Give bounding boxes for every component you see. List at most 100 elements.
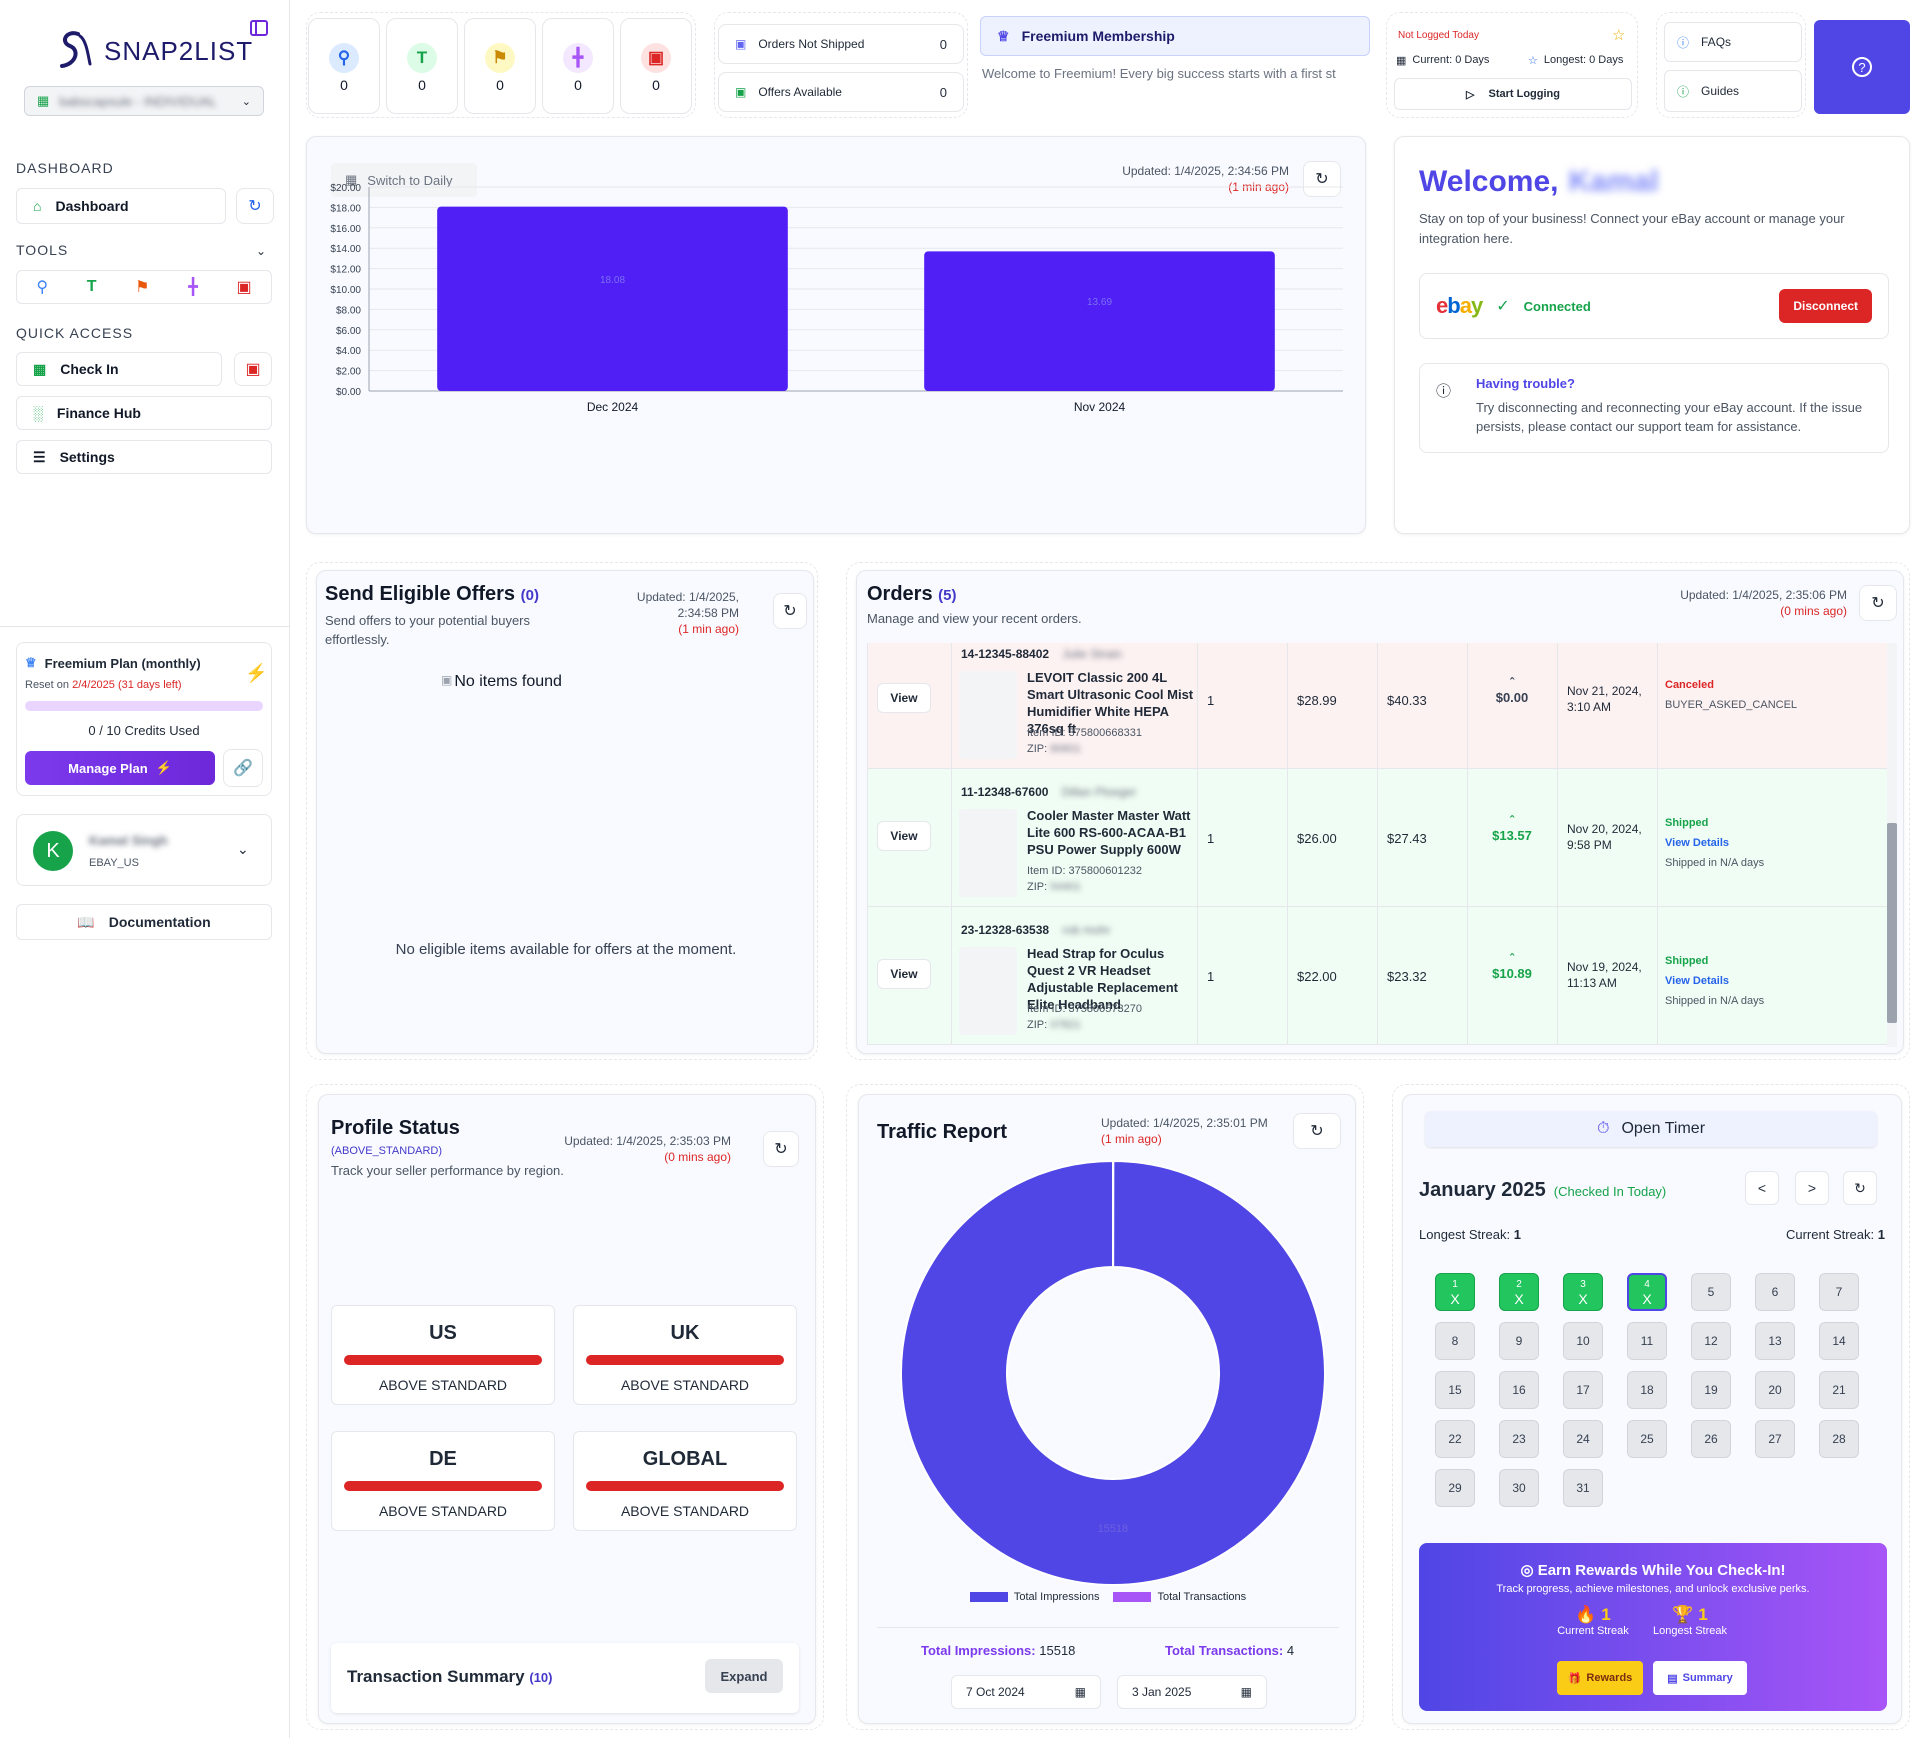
- calendar-day[interactable]: 20: [1755, 1371, 1795, 1409]
- store-selector[interactable]: ▦ babscapsule - INDIVIDUAL ⌄: [24, 86, 264, 116]
- calendar-day[interactable]: 10: [1563, 1322, 1603, 1360]
- expand-button[interactable]: Expand: [705, 1659, 783, 1693]
- calendar-day[interactable]: 22: [1435, 1420, 1475, 1458]
- view-details-link[interactable]: View Details: [1665, 975, 1729, 987]
- add-file-tool-icon[interactable]: ╋: [188, 279, 198, 296]
- calendar-day[interactable]: 15: [1435, 1371, 1475, 1409]
- calendar-day[interactable]: 28: [1819, 1420, 1859, 1458]
- order-profit[interactable]: ˆ $13.57: [1467, 813, 1557, 843]
- manage-plan-button[interactable]: Manage Plan ⚡: [25, 751, 215, 785]
- offers-available[interactable]: ▣ Offers Available 0: [718, 72, 964, 112]
- package-tool-icon[interactable]: ▣: [236, 279, 252, 296]
- order-profit[interactable]: ˆ $0.00: [1467, 675, 1557, 705]
- gift-button[interactable]: ▣: [234, 352, 272, 386]
- calendar-day[interactable]: 18: [1627, 1371, 1667, 1409]
- help-button[interactable]: ?: [1814, 20, 1910, 114]
- calendar-day[interactable]: 16: [1499, 1371, 1539, 1409]
- region-name: DE: [429, 1448, 457, 1470]
- rewards-button[interactable]: 🎁 Rewards: [1557, 1661, 1643, 1695]
- order-status: Canceled: [1665, 679, 1714, 691]
- stat-search[interactable]: ⚲ 0: [308, 18, 380, 114]
- view-order-button[interactable]: View: [877, 821, 931, 851]
- open-timer-button[interactable]: ⏱ Open Timer: [1425, 1111, 1877, 1147]
- buyer-name: Julie Strain: [1062, 647, 1122, 661]
- nav-settings[interactable]: ☰ Settings: [16, 440, 272, 474]
- refresh-dashboard-button[interactable]: ↻: [236, 188, 274, 224]
- nav-dashboard[interactable]: ⌂ Dashboard: [16, 188, 226, 224]
- legend-transactions[interactable]: Total Transactions: [1113, 1591, 1246, 1603]
- nav-finance-hub[interactable]: ░ Finance Hub: [16, 396, 272, 430]
- nav-check-in[interactable]: ▦ Check In: [16, 352, 222, 386]
- start-logging-button[interactable]: ▷ Start Logging: [1394, 78, 1632, 110]
- order-profit[interactable]: ˆ $10.89: [1467, 951, 1557, 981]
- next-month-button[interactable]: >: [1795, 1171, 1829, 1205]
- user-card[interactable]: K Kamal Singh EBAY_US ⌄: [16, 814, 272, 886]
- legend-impressions[interactable]: Total Impressions: [969, 1591, 1099, 1603]
- refresh-sales-button[interactable]: ↻: [1303, 161, 1341, 197]
- orders-scrollbar[interactable]: [1887, 643, 1897, 1047]
- view-order-button[interactable]: View: [877, 959, 931, 989]
- calendar-day[interactable]: 27: [1755, 1420, 1795, 1458]
- calendar-day[interactable]: 29: [1435, 1469, 1475, 1507]
- calendar-day[interactable]: 6: [1755, 1273, 1795, 1311]
- calendar-day[interactable]: 23: [1499, 1420, 1539, 1458]
- calendar-day[interactable]: 13: [1755, 1322, 1795, 1360]
- stat-file[interactable]: ╋ 0: [542, 18, 614, 114]
- title-tool-icon[interactable]: T: [86, 278, 97, 295]
- checked-mark: X: [1514, 1291, 1524, 1307]
- calendar-day[interactable]: 7: [1819, 1273, 1859, 1311]
- guides-link[interactable]: ⓘ Guides: [1664, 70, 1802, 112]
- switch-daily-button[interactable]: ▦ Switch to Daily: [331, 163, 477, 197]
- calendar-day[interactable]: 5: [1691, 1273, 1731, 1311]
- calendar-day[interactable]: 17: [1563, 1371, 1603, 1409]
- documentation-button[interactable]: 📖 Documentation: [16, 904, 272, 940]
- product-title[interactable]: Cooler Master Master Watt Lite 600 RS-60…: [1027, 808, 1191, 857]
- calendar-day[interactable]: 9: [1499, 1322, 1539, 1360]
- product-title[interactable]: LEVOIT Classic 200 4L Smart Ultrasonic C…: [1027, 670, 1194, 736]
- region-status: ABOVE STANDARD: [620, 1377, 750, 1393]
- checked-mark: X: [1642, 1291, 1652, 1307]
- calendar-day[interactable]: 21: [1819, 1371, 1859, 1409]
- product-title[interactable]: Head Strap for Oculus Quest 2 VR Headset…: [1027, 946, 1178, 1012]
- refresh-traffic-button[interactable]: ↻: [1293, 1113, 1341, 1149]
- refresh-offers-button[interactable]: ↻: [773, 593, 807, 629]
- brand-logo[interactable]: SNAP2LIST: [48, 28, 278, 72]
- stat-package[interactable]: ▣ 0: [620, 18, 692, 114]
- collapse-sidebar-icon[interactable]: [250, 20, 268, 36]
- disconnect-button[interactable]: Disconnect: [1779, 289, 1872, 323]
- calendar-day[interactable]: 30: [1499, 1469, 1539, 1507]
- refresh-calendar-button[interactable]: ↻: [1843, 1171, 1877, 1205]
- prev-month-button[interactable]: <: [1745, 1171, 1779, 1205]
- summary-button[interactable]: ▤ Summary: [1653, 1661, 1747, 1695]
- date-to-input[interactable]: 3 Jan 2025 ▦: [1117, 1675, 1267, 1709]
- chevron-down-icon[interactable]: ⌄: [256, 244, 267, 258]
- faqs-link[interactable]: ⓘ FAQs: [1664, 22, 1802, 62]
- tag-tool-icon[interactable]: ⚑: [135, 279, 150, 296]
- calendar-day[interactable]: 31: [1563, 1469, 1603, 1507]
- view-order-button[interactable]: View: [877, 683, 931, 713]
- search-tool-icon[interactable]: ⚲: [36, 279, 49, 296]
- refresh-orders-button[interactable]: ↻: [1859, 585, 1897, 621]
- date-from-input[interactable]: 7 Oct 2024 ▦: [951, 1675, 1101, 1709]
- link-button[interactable]: 🔗: [223, 749, 263, 787]
- view-details-link[interactable]: View Details: [1665, 837, 1729, 849]
- calendar-day[interactable]: 25: [1627, 1420, 1667, 1458]
- calendar-day[interactable]: 14: [1819, 1322, 1859, 1360]
- refresh-icon: ↻: [783, 603, 797, 620]
- scrollbar-thumb[interactable]: [1887, 823, 1897, 1023]
- calendar-day[interactable]: 26: [1691, 1420, 1731, 1458]
- refresh-profile-button[interactable]: ↻: [763, 1131, 799, 1167]
- calendar-day[interactable]: 24: [1563, 1420, 1603, 1458]
- orders-not-shipped[interactable]: ▣ Orders Not Shipped 0: [718, 24, 964, 64]
- stat-tag[interactable]: ⚑ 0: [464, 18, 536, 114]
- calendar-day[interactable]: 11: [1627, 1322, 1667, 1360]
- calendar-day[interactable]: 19: [1691, 1371, 1731, 1409]
- membership-banner[interactable]: ♕ Freemium Membership: [980, 16, 1370, 56]
- calendar-day[interactable]: 12: [1691, 1322, 1731, 1360]
- calendar-day[interactable]: 8: [1435, 1322, 1475, 1360]
